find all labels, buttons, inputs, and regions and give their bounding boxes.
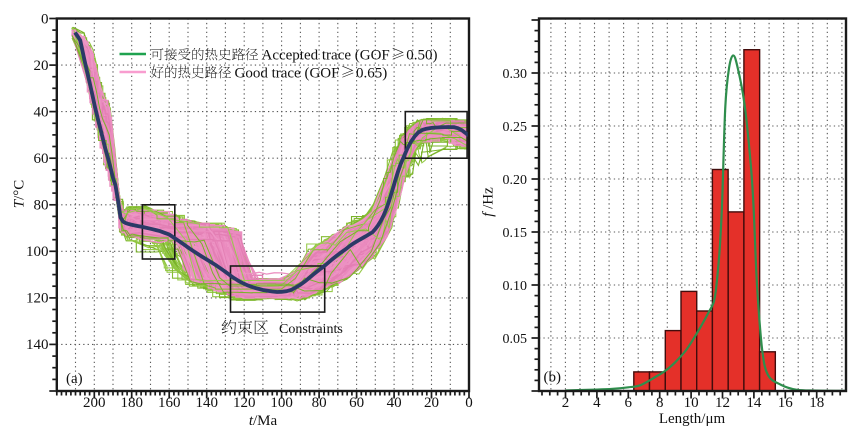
svg-text:f /Hz: f /Hz	[481, 187, 497, 217]
svg-text:16: 16	[778, 395, 794, 411]
svg-text:Good trace (GOF: Good trace (GOF	[235, 65, 340, 81]
svg-text:120: 120	[26, 291, 49, 307]
svg-text:8: 8	[656, 395, 664, 411]
svg-text:20: 20	[424, 395, 439, 411]
svg-text:2: 2	[562, 395, 570, 411]
svg-text:0.15: 0.15	[503, 226, 528, 241]
svg-text:0.30: 0.30	[503, 67, 528, 82]
svg-text:12: 12	[715, 395, 730, 411]
svg-text:0.50): 0.50)	[406, 47, 437, 63]
svg-text:4: 4	[593, 395, 601, 411]
svg-text:T/°C: T/°C	[12, 180, 28, 209]
svg-text:20: 20	[34, 58, 49, 74]
svg-text:0.10: 0.10	[503, 279, 528, 294]
svg-text:0.05: 0.05	[503, 332, 528, 347]
svg-text:140: 140	[195, 395, 218, 411]
svg-text:Accepted trace (GOF: Accepted trace (GOF	[262, 47, 390, 63]
svg-text:180: 180	[120, 395, 143, 411]
svg-text:0.25: 0.25	[503, 120, 528, 135]
svg-text:140: 140	[26, 337, 49, 353]
svg-text:100: 100	[270, 395, 293, 411]
svg-text:0.20: 0.20	[503, 173, 528, 188]
svg-text:14: 14	[746, 395, 762, 411]
svg-text:120: 120	[233, 395, 256, 411]
svg-text:60: 60	[349, 395, 364, 411]
svg-text:0: 0	[41, 11, 49, 27]
svg-text:40: 40	[387, 395, 402, 411]
svg-text:160: 160	[158, 395, 181, 411]
svg-text:6: 6	[625, 395, 633, 411]
svg-text:60: 60	[34, 151, 49, 167]
svg-text:10: 10	[684, 395, 699, 411]
svg-text:18: 18	[809, 395, 824, 411]
svg-text:t/Ma: t/Ma	[249, 413, 278, 429]
svg-text:0.65): 0.65)	[356, 65, 387, 81]
svg-text:80: 80	[312, 395, 327, 411]
svg-text:0: 0	[465, 395, 473, 411]
svg-text:200: 200	[83, 395, 106, 411]
svg-text:Constraints: Constraints	[279, 322, 343, 337]
svg-text:(a): (a)	[66, 371, 83, 387]
svg-text:(b): (b)	[544, 370, 562, 386]
svg-text:40: 40	[34, 104, 49, 120]
svg-text:80: 80	[34, 198, 49, 214]
svg-text:100: 100	[26, 244, 49, 260]
svg-text:Length/μm: Length/μm	[659, 411, 726, 427]
